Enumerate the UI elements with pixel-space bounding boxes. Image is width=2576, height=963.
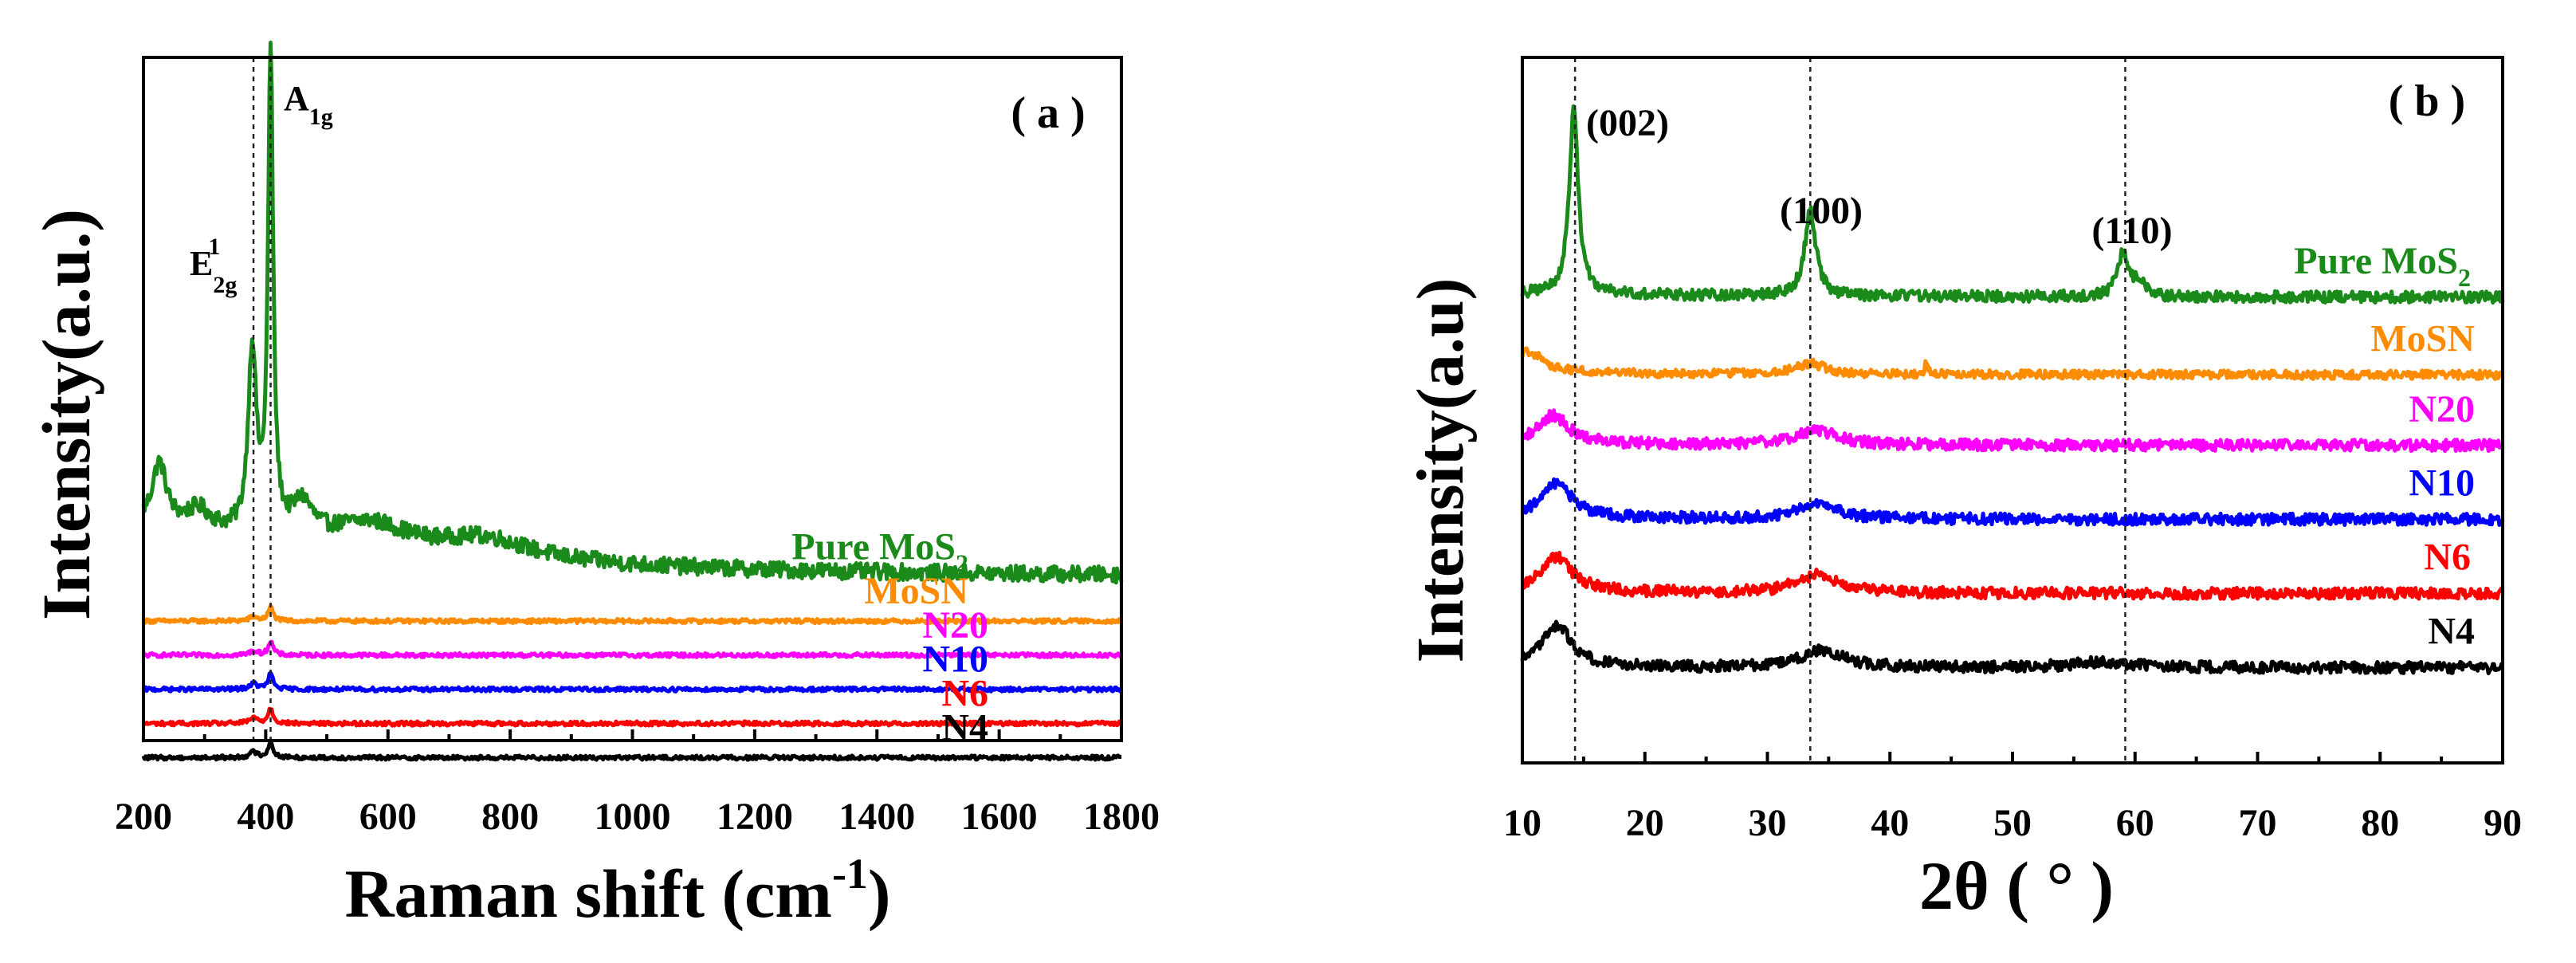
- panel-b-series-label: N20: [2409, 388, 2475, 430]
- panel-b-xrd: 10 20 30 40 50 60 70 80 90 Pure MoS2 MoSN N20 N10 N6…: [1404, 56, 2522, 924]
- panel-b-series-label: Pure MoS2: [2294, 240, 2471, 292]
- panel-b-peak-100-label: (100): [1780, 190, 1863, 232]
- panel-b-series-group: [1520, 104, 2505, 675]
- panel-b-series-label: N6: [2424, 537, 2471, 579]
- panel-a-series-label: N10: [922, 639, 988, 681]
- panel-a-series-line-pure-mos: [141, 40, 1124, 585]
- panel-b-x-tick-label: 20: [1626, 802, 1664, 844]
- panel-a-x-tick-label: 800: [481, 796, 539, 838]
- panel-a-series-label: Pure MoS2: [791, 525, 968, 577]
- panel-b-series-label: N10: [2409, 462, 2475, 505]
- panel-b-series-label: N4: [2428, 611, 2475, 653]
- panel-b-series-line-pure-mos: [1520, 104, 2505, 305]
- panel-b-x-tick-label: 30: [1749, 802, 1787, 844]
- panel-b-x-tick-label: 70: [2239, 802, 2277, 844]
- panel-b-x-axis-label: 2θ ( ° ): [1919, 847, 2114, 924]
- panel-b-series-line-n10: [1521, 477, 2505, 527]
- panel-b-x-tick-label: 10: [1503, 802, 1541, 844]
- panel-b-x-ticks: 10 20 30 40 50 60 70 80 90: [1503, 752, 2522, 844]
- panel-a-raman: 200 400 600 800 1000 1200 1400 1600 1800 Pure Mo…: [28, 40, 1160, 932]
- panel-a-peak-e2g-label: E2g1: [190, 234, 237, 298]
- panel-a-x-tick-label: 200: [115, 796, 172, 838]
- panel-a-x-axis-label: Raman shift (cm-1): [344, 850, 890, 932]
- panel-b-series-labels: Pure MoS2 MoSN N20 N10 N6 N4: [2294, 240, 2475, 653]
- panel-a-series-group: [141, 40, 1124, 762]
- panel-b-series-label: MoSN: [2370, 317, 2475, 360]
- panel-a-x-tick-label: 1600: [961, 796, 1038, 838]
- panel-a-series-line-mosn: [141, 603, 1123, 626]
- panel-b-x-tick-label: 80: [2361, 802, 2399, 844]
- panel-a-x-tick-label: 400: [237, 796, 294, 838]
- panel-a-series-label: N20: [922, 604, 988, 647]
- panel-a-series-line-n6: [141, 706, 1123, 728]
- panel-a-peak-a1g-label: A1g: [284, 79, 333, 130]
- panel-a-series-line-n20: [142, 639, 1123, 659]
- panel-a-x-tick-label: 1000: [595, 796, 671, 838]
- panel-b-peak-110-label: (110): [2091, 210, 2172, 252]
- panel-a-series-label: N6: [941, 673, 988, 715]
- panel-a-x-tick-label: 1400: [838, 796, 915, 838]
- panel-a-y-axis-label: Intensity(a.u.): [28, 209, 104, 620]
- panel-b-y-axis-label: Intensity(a.u): [1404, 277, 1478, 662]
- panel-b-series-line-n20: [1520, 408, 2504, 454]
- panel-a-series-line-n10: [142, 670, 1124, 694]
- panel-b-x-tick-label: 90: [2484, 802, 2522, 844]
- panel-a-series-label: MoSN: [864, 570, 968, 612]
- panel-b-peak-guides: [1573, 57, 2126, 763]
- panel-a-x-tick-label: 1200: [717, 796, 793, 838]
- panel-a-series-line-n4: [141, 739, 1123, 762]
- panel-b-x-tick-label: 60: [2116, 802, 2154, 844]
- panel-a-x-ticks: 200 400 600 800 1000 1200 1400 1600 1800: [115, 729, 1160, 838]
- panel-b-label: ( b ): [2389, 77, 2465, 126]
- panel-b-peak-002-label: (002): [1586, 102, 1669, 144]
- panel-a-series-label: N4: [941, 706, 988, 749]
- panel-a-x-tick-label: 1800: [1083, 796, 1160, 838]
- panel-a-x-tick-label: 600: [359, 796, 417, 838]
- panel-b-x-tick-label: 50: [1993, 802, 2032, 844]
- panel-b-series-line-mosn: [1520, 346, 2505, 381]
- panel-a-label: ( a ): [1011, 88, 1085, 138]
- panel-b-series-line-n6: [1521, 550, 2505, 601]
- panel-b-series-line-n4: [1520, 619, 2504, 675]
- panel-b-x-tick-label: 40: [1871, 802, 1909, 844]
